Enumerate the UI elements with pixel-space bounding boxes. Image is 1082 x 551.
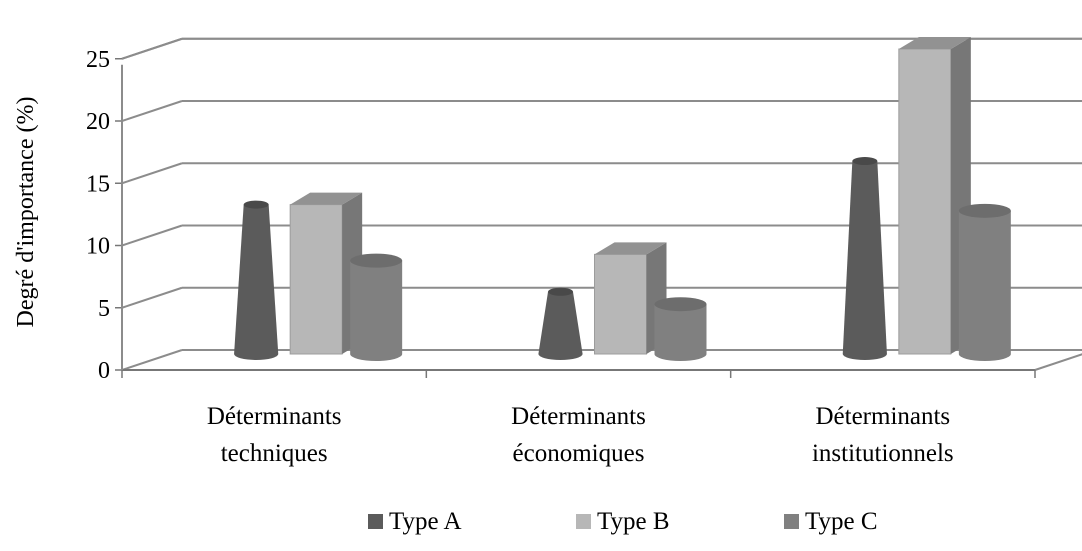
- legend-label: Type B: [597, 508, 670, 535]
- bar-top: [898, 36, 971, 49]
- bar-body: [350, 260, 403, 361]
- y-tick-label: 25: [86, 47, 110, 73]
- legend: Type A Type B Type C: [368, 508, 878, 535]
- bar-top: [958, 203, 1011, 218]
- bar-type-c: [350, 253, 403, 361]
- bar-top: [548, 287, 573, 296]
- bar-type-c: [654, 297, 707, 361]
- y-tick-label: 15: [86, 171, 110, 197]
- gridline-side: [121, 100, 183, 122]
- bar-top: [290, 192, 363, 205]
- y-tick-label: 0: [98, 358, 110, 384]
- bar-type-a: [538, 287, 583, 360]
- legend-item: Type C: [784, 508, 878, 535]
- y-tick-label: 10: [86, 234, 110, 260]
- x-axis: Déterminants techniques Déterminants économ…: [121, 370, 1036, 467]
- bar-top: [654, 297, 707, 312]
- bar-type-c: [958, 203, 1011, 361]
- chart-floor: [122, 353, 1082, 371]
- gridline-side: [121, 286, 183, 309]
- legend-item: Type B: [576, 508, 670, 535]
- gridline-side: [121, 162, 183, 185]
- legend-label: Type A: [389, 508, 462, 535]
- bar-top: [594, 242, 667, 255]
- gridline-side-top: [121, 37, 183, 60]
- bar-body: [234, 204, 279, 360]
- bar-front: [289, 204, 343, 355]
- legend-swatch: [368, 514, 383, 529]
- bar-body: [538, 291, 583, 360]
- bar-top: [852, 157, 878, 166]
- y-axis-title: Degré d'importance (%): [13, 97, 39, 328]
- gridline-side: [121, 224, 183, 247]
- bar-type-a: [842, 157, 887, 360]
- y-tick-label: 20: [86, 109, 110, 135]
- y-axis: 0 5 10 15 20 25: [86, 47, 123, 384]
- bar-front: [594, 253, 647, 355]
- bar-body: [842, 161, 887, 360]
- bar-type-b: [898, 36, 971, 355]
- x-tick-label: techniques: [221, 440, 328, 467]
- x-tick-label: économiques: [513, 440, 645, 467]
- bar-type-b: [594, 242, 667, 355]
- legend-swatch: [784, 514, 799, 529]
- bar-front: [898, 48, 952, 355]
- legend-item: Type A: [368, 508, 462, 535]
- x-tick-label: Déterminants: [815, 403, 950, 430]
- bar-body: [958, 210, 1011, 361]
- bar-series: [234, 36, 1011, 361]
- bar-body: [654, 304, 707, 361]
- y-tick-label: 5: [98, 296, 110, 322]
- bar-type-a: [234, 200, 279, 360]
- legend-label: Type C: [805, 508, 878, 535]
- legend-swatch: [576, 514, 591, 529]
- x-tick-label: institutionnels: [812, 440, 954, 467]
- bar-top: [350, 253, 403, 268]
- bar-top: [243, 200, 269, 209]
- floor-right-edge: [1034, 353, 1082, 371]
- gridline-side: [121, 349, 183, 371]
- x-tick-label: Déterminants: [511, 403, 646, 430]
- x-tick-label: Déterminants: [207, 403, 342, 430]
